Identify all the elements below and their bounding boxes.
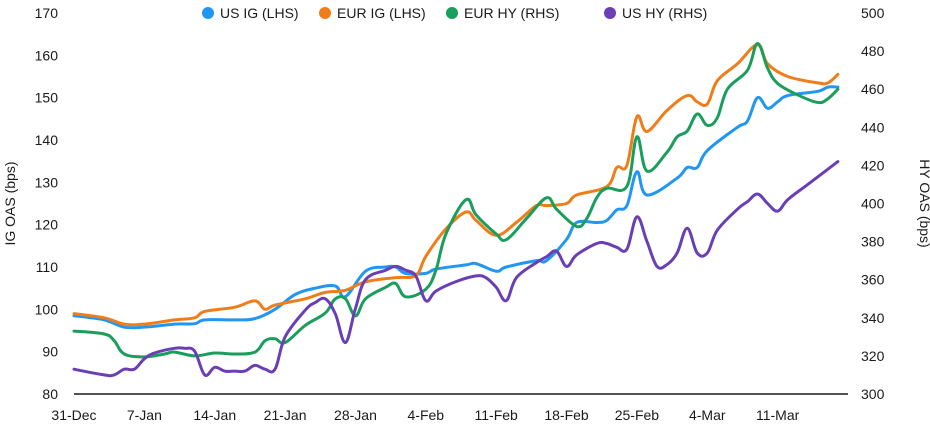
x-tick-label: 31-Dec xyxy=(51,407,96,423)
right-tick-label: 480 xyxy=(861,43,885,59)
x-axis-ticks: 31-Dec 7-Jan 14-Jan 21-Jan 28-Jan 4-Feb 11-Feb… xyxy=(51,407,799,423)
us-hy-series-line xyxy=(72,160,840,378)
us-ig-legend-marker xyxy=(202,7,214,19)
right-tick-label: 500 xyxy=(861,5,885,21)
legend: US IG (LHS) EUR IG (LHS) EUR HY (RHS) US HY… xyxy=(202,5,707,21)
x-tick-label: 14-Jan xyxy=(193,407,236,423)
right-tick-label: 460 xyxy=(861,81,885,97)
eur-ig-legend-label: EUR IG (LHS) xyxy=(337,5,426,21)
right-tick-label: 300 xyxy=(861,386,885,402)
eur-hy-series-line xyxy=(72,42,840,359)
x-tick-label: 21-Jan xyxy=(264,407,307,423)
right-axis-title: HY OAS (bps) xyxy=(917,159,930,247)
us-ig-legend-label: US IG (LHS) xyxy=(220,5,299,21)
right-tick-label: 400 xyxy=(861,196,885,212)
left-tick-label: 120 xyxy=(35,217,59,233)
left-tick-label: 140 xyxy=(35,132,59,148)
left-tick-label: 150 xyxy=(35,90,59,106)
left-tick-label: 160 xyxy=(35,47,59,63)
eur-hy-legend-label: EUR HY (RHS) xyxy=(464,5,559,21)
right-tick-label: 420 xyxy=(861,157,885,173)
left-tick-label: 100 xyxy=(35,301,59,317)
right-tick-label: 380 xyxy=(861,234,885,250)
x-tick-label: 11-Feb xyxy=(475,407,519,423)
series-lines xyxy=(72,42,840,378)
us-hy-legend-marker xyxy=(604,7,616,19)
right-tick-label: 440 xyxy=(861,119,885,135)
x-tick-label: 25-Feb xyxy=(615,407,660,423)
left-tick-label: 80 xyxy=(42,386,58,402)
x-tick-label: 4-Feb xyxy=(408,407,445,423)
eur-ig-legend-marker xyxy=(319,7,331,19)
right-axis-ticks: 300 320 340 360 380 400 420 440 460 480 500 xyxy=(861,5,885,402)
right-tick-label: 340 xyxy=(861,310,885,326)
left-axis-ticks: 80 90 100 110 120 130 140 150 160 170 xyxy=(35,5,59,402)
left-tick-label: 90 xyxy=(42,344,58,360)
x-tick-label: 4-Mar xyxy=(689,407,726,423)
x-tick-label: 7-Jan xyxy=(127,407,162,423)
left-tick-label: 110 xyxy=(36,259,59,275)
right-tick-label: 320 xyxy=(861,348,885,364)
eur-ig-series-line xyxy=(72,43,840,327)
eur-hy-legend-marker xyxy=(446,7,458,19)
right-tick-label: 360 xyxy=(861,272,885,288)
left-axis-title: IG OAS (bps) xyxy=(2,161,18,245)
x-tick-label: 28-Jan xyxy=(334,407,377,423)
left-tick-label: 170 xyxy=(35,5,59,21)
x-tick-label: 11-Mar xyxy=(756,407,800,423)
x-tick-label: 18-Feb xyxy=(544,407,589,423)
us-hy-legend-label: US HY (RHS) xyxy=(622,5,707,21)
us-ig-series-line xyxy=(72,85,840,330)
left-tick-label: 130 xyxy=(35,174,59,190)
